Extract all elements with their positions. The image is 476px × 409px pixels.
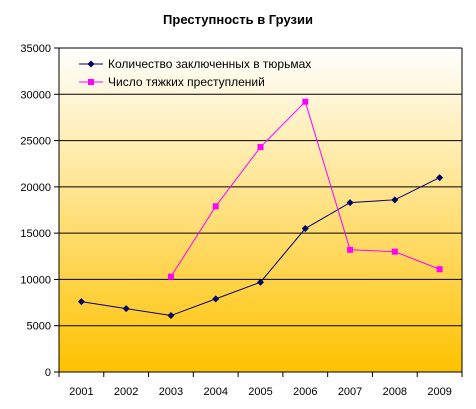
data-point [77, 298, 85, 306]
y-tick-label: 5000 [27, 321, 51, 333]
x-tick-label: 2001 [69, 386, 93, 398]
x-tick-label: 2005 [248, 386, 272, 398]
x-tick-label: 2008 [383, 386, 407, 398]
data-point [391, 196, 399, 204]
data-point [436, 174, 444, 182]
data-point [347, 246, 354, 253]
legend-label: Число тяжких преступлений [108, 75, 265, 89]
data-point [301, 225, 309, 233]
data-point [436, 266, 443, 273]
x-tick-label: 2003 [159, 386, 183, 398]
x-tick-label: 2009 [427, 386, 451, 398]
data-point [167, 312, 175, 320]
y-tick-label: 15000 [20, 228, 51, 240]
y-tick-label: 20000 [20, 182, 51, 194]
chart-title: Преступность в Грузии [163, 12, 313, 27]
data-point [212, 203, 219, 210]
data-point [122, 305, 130, 313]
y-tick-label: 10000 [20, 274, 51, 286]
x-tick-label: 2006 [293, 386, 317, 398]
y-tick-label: 30000 [20, 89, 51, 101]
legend-marker [88, 79, 94, 85]
data-point [257, 144, 264, 151]
data-point [302, 98, 309, 105]
data-point [212, 295, 220, 303]
y-tick-label: 35000 [20, 43, 51, 55]
data-point [167, 273, 174, 280]
x-tick-label: 2004 [203, 386, 227, 398]
data-point [346, 199, 354, 207]
plot-area [59, 48, 462, 372]
x-tick-label: 2007 [338, 386, 362, 398]
legend-label: Количество заключенных в тюрьмах [108, 57, 311, 71]
data-point [257, 278, 264, 286]
legend-marker [87, 60, 95, 68]
x-tick-label: 2002 [114, 386, 138, 398]
y-tick-label: 0 [45, 367, 51, 379]
data-point [391, 248, 398, 255]
y-tick-label: 25000 [20, 136, 51, 148]
